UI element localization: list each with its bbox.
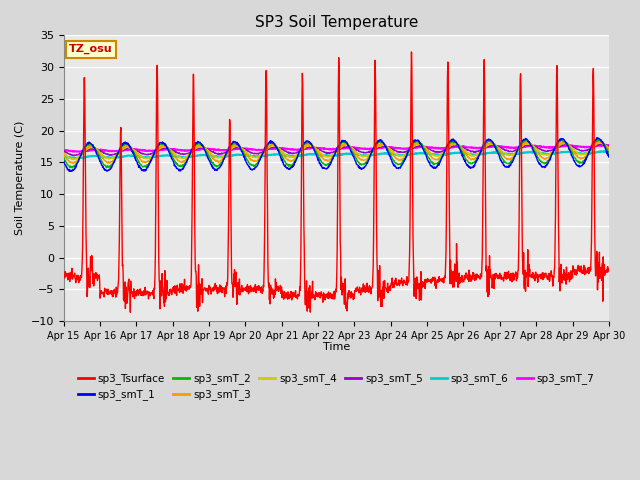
Y-axis label: Soil Temperature (C): Soil Temperature (C) [15,121,25,235]
Title: SP3 Soil Temperature: SP3 Soil Temperature [255,15,418,30]
Legend: sp3_Tsurface, sp3_smT_1, sp3_smT_2, sp3_smT_3, sp3_smT_4, sp3_smT_5, sp3_smT_6, : sp3_Tsurface, sp3_smT_1, sp3_smT_2, sp3_… [74,369,598,405]
Text: TZ_osu: TZ_osu [69,44,113,54]
X-axis label: Time: Time [323,342,350,352]
